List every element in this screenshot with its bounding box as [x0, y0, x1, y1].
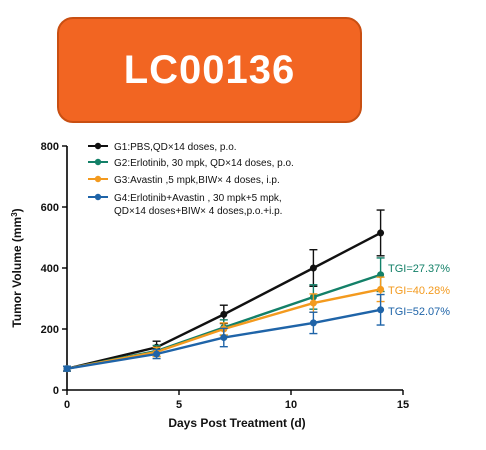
- y-tick-label: 800: [41, 141, 59, 153]
- y-tick-label: 400: [41, 263, 59, 275]
- legend: G1:PBS,QD×14 doses, p.o. G2:Erlotinib, 30…: [88, 142, 294, 217]
- data-point: [309, 299, 317, 307]
- y-tick-label: 0: [53, 385, 59, 397]
- legend-label-line2: QD×14 doses+BIW× 4 doses,p.o.+i.p.: [114, 206, 282, 217]
- x-tick-label: 10: [285, 399, 297, 411]
- y-tick-label: 200: [41, 324, 59, 336]
- tgi-annotation: TGI=52.07%: [388, 306, 450, 318]
- x-tick-label: 0: [64, 399, 70, 411]
- legend-label: G2:Erlotinib, 30 mpk, QD×14 doses, p.o.: [114, 158, 294, 169]
- legend-label: G3:Avastin ,5 mpk,BIW× 4 doses, i.p.: [114, 175, 280, 186]
- legend-swatch-marker: [94, 175, 102, 183]
- legend-swatch-marker: [94, 142, 102, 150]
- y-tick-label: 600: [41, 202, 59, 214]
- legend-label: G4:Erlotinib+Avastin , 30 mpk+5 mpk,: [114, 193, 282, 204]
- data-point: [153, 350, 161, 358]
- series-1: [63, 209, 385, 373]
- data-point: [309, 264, 317, 272]
- series-line: [66, 231, 382, 370]
- data-point: [220, 334, 228, 342]
- legend-swatch-marker: [94, 158, 102, 166]
- data-point: [377, 306, 385, 314]
- legend-swatch-marker: [94, 193, 102, 201]
- x-tick-label: 15: [397, 399, 409, 411]
- title-banner: LC00136: [57, 17, 362, 123]
- x-axis-label: Days Post Treatment (d): [168, 416, 305, 430]
- data-point: [309, 319, 317, 327]
- x-tick-label: 5: [176, 399, 182, 411]
- tgi-annotation: TGI=40.28%: [388, 285, 450, 297]
- data-point: [377, 285, 385, 293]
- banner-title: LC00136: [123, 47, 296, 92]
- data-point: [63, 365, 71, 373]
- y-axis-label: Tumor Volume (mm3): [10, 208, 24, 327]
- data-point: [220, 310, 228, 318]
- series-4: [63, 293, 385, 373]
- tgi-annotation: TGI=27.37%: [388, 263, 450, 275]
- legend-label: G1:PBS,QD×14 doses, p.o.: [114, 142, 237, 153]
- data-point: [377, 229, 385, 237]
